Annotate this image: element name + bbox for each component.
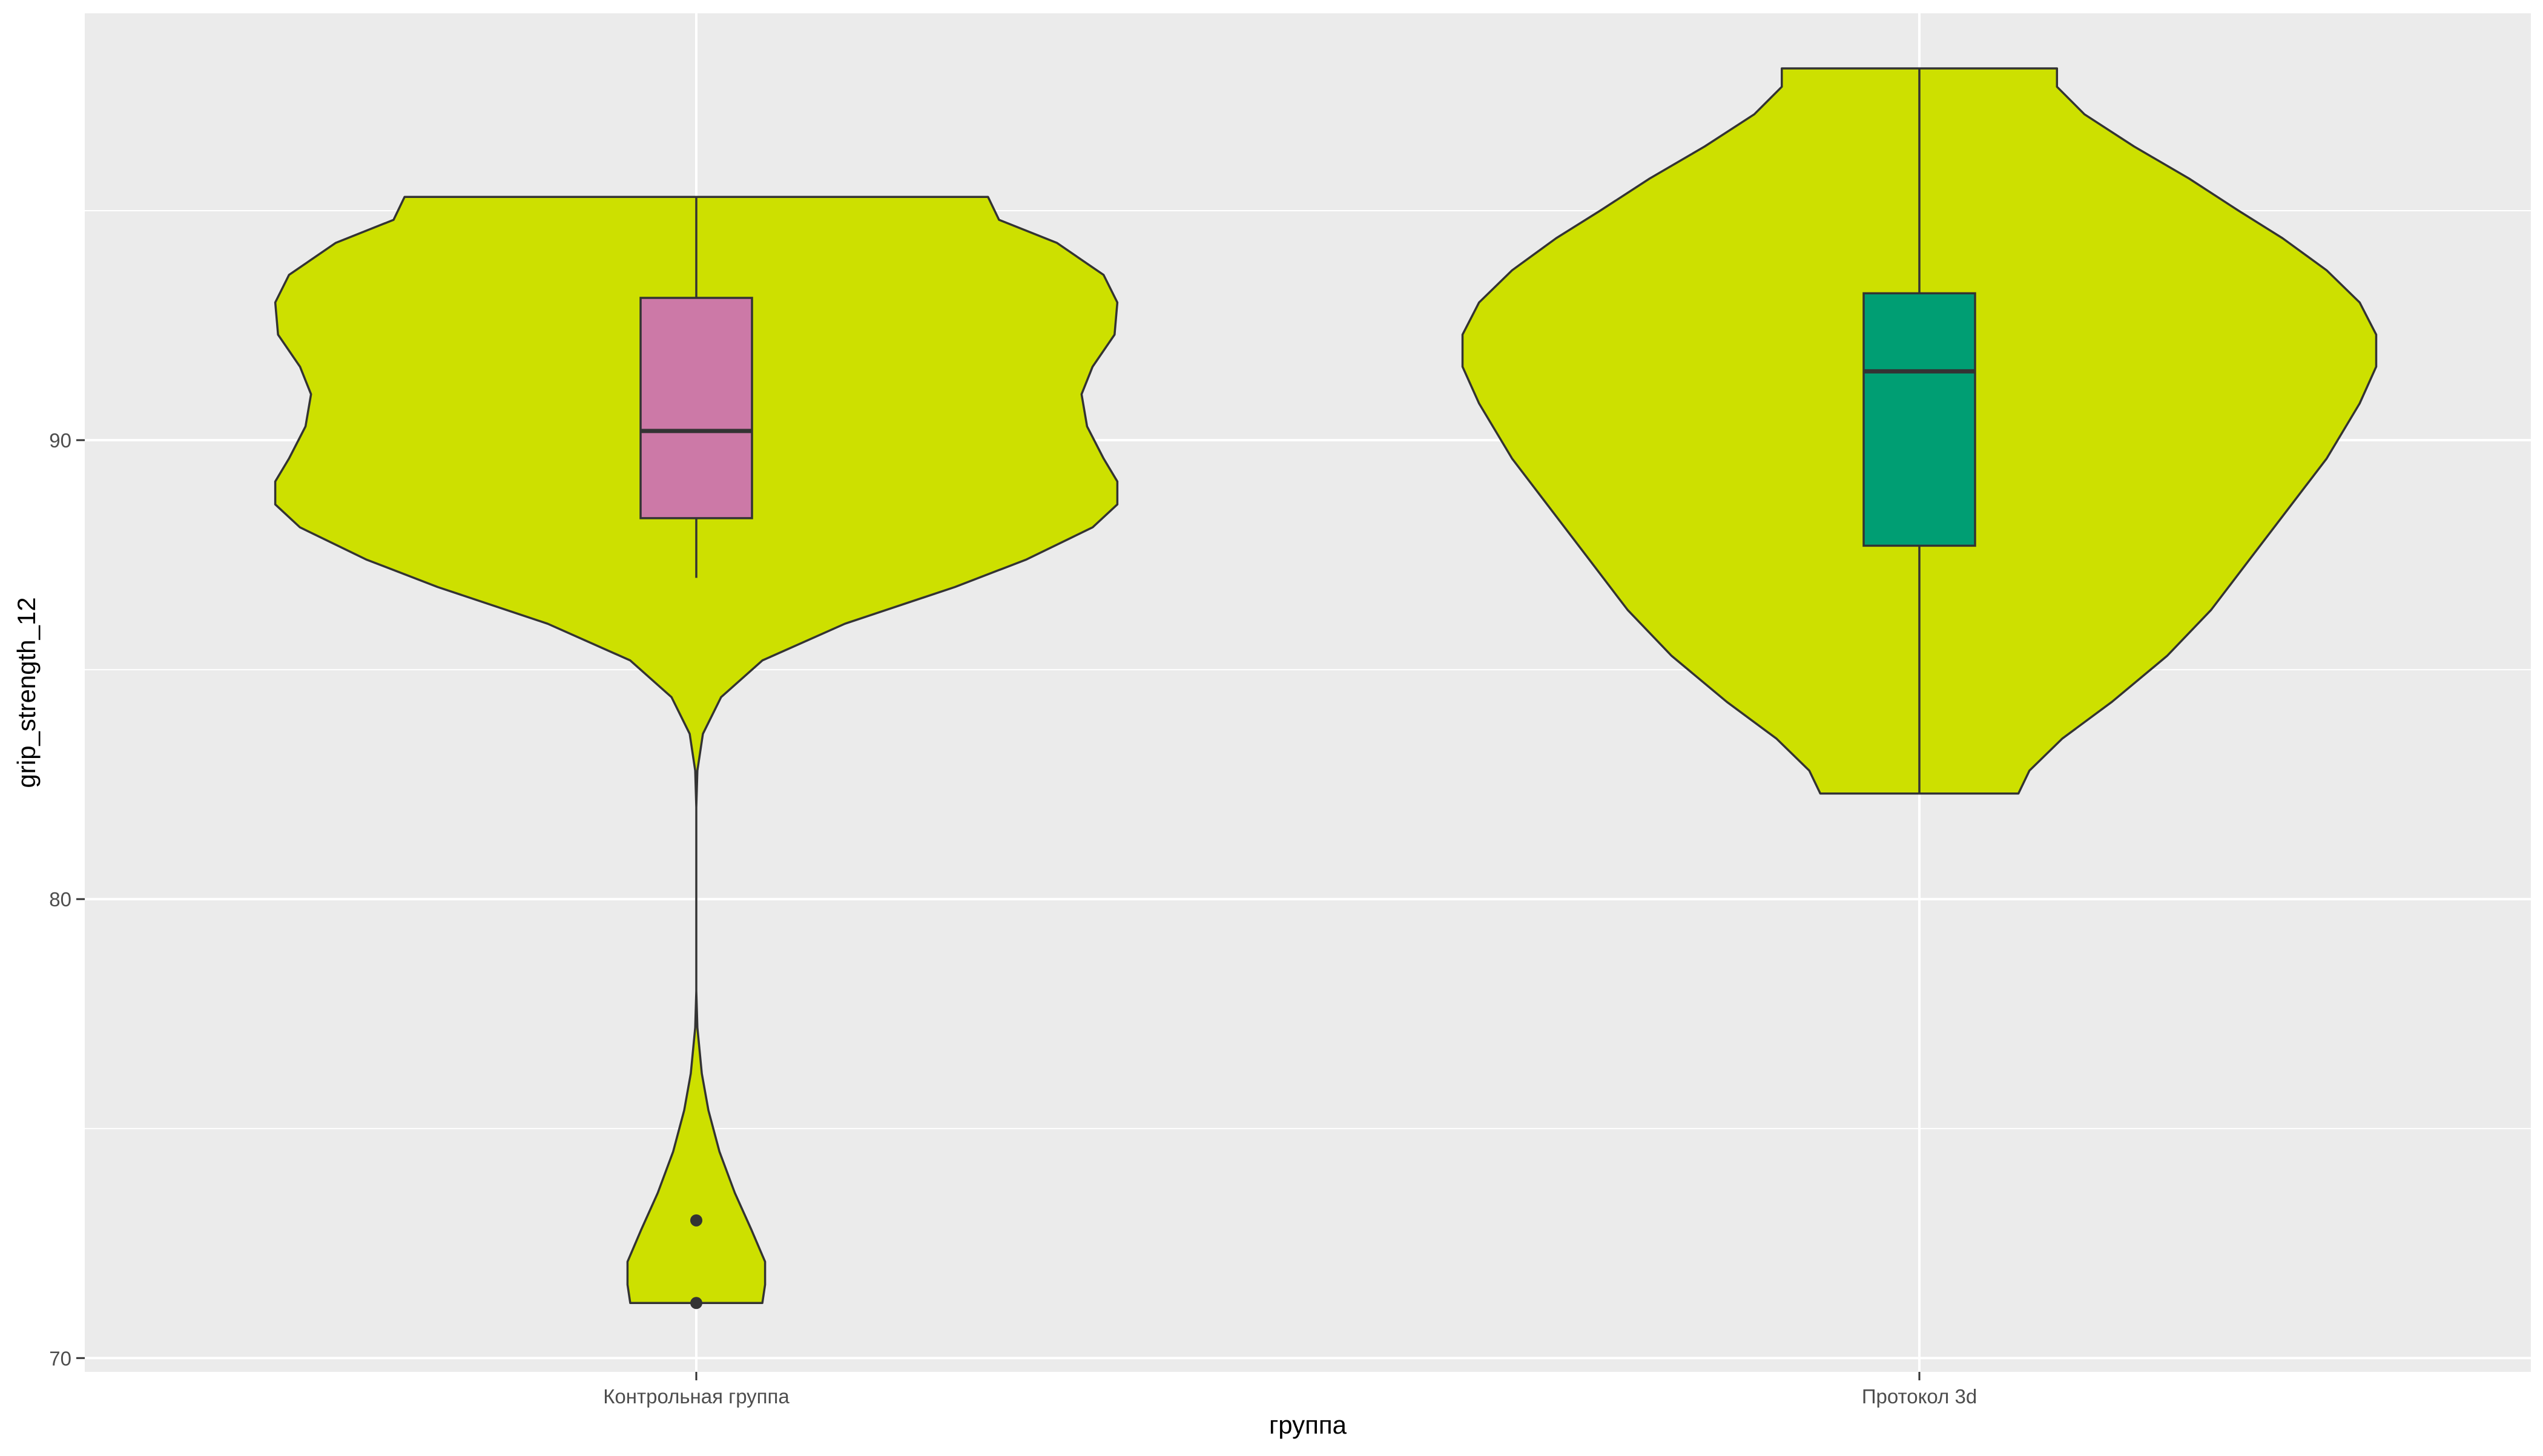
boxplot-box xyxy=(639,297,753,519)
x-tick-label: Протокол 3d xyxy=(1862,1385,1977,1408)
y-axis-title: grip_strength_12 xyxy=(12,597,41,788)
outlier-point xyxy=(690,1297,702,1309)
y-tick-label: 80 xyxy=(49,888,71,911)
y-tick-label: 70 xyxy=(49,1347,71,1369)
boxplot-box xyxy=(1862,292,1976,547)
x-axis-title: группа xyxy=(1269,1411,1347,1439)
violin-1 xyxy=(274,196,1119,1305)
x-tick-label: Контрольная группа xyxy=(603,1385,790,1408)
y-tick-label: 90 xyxy=(49,429,71,452)
outlier-point xyxy=(690,1214,702,1227)
